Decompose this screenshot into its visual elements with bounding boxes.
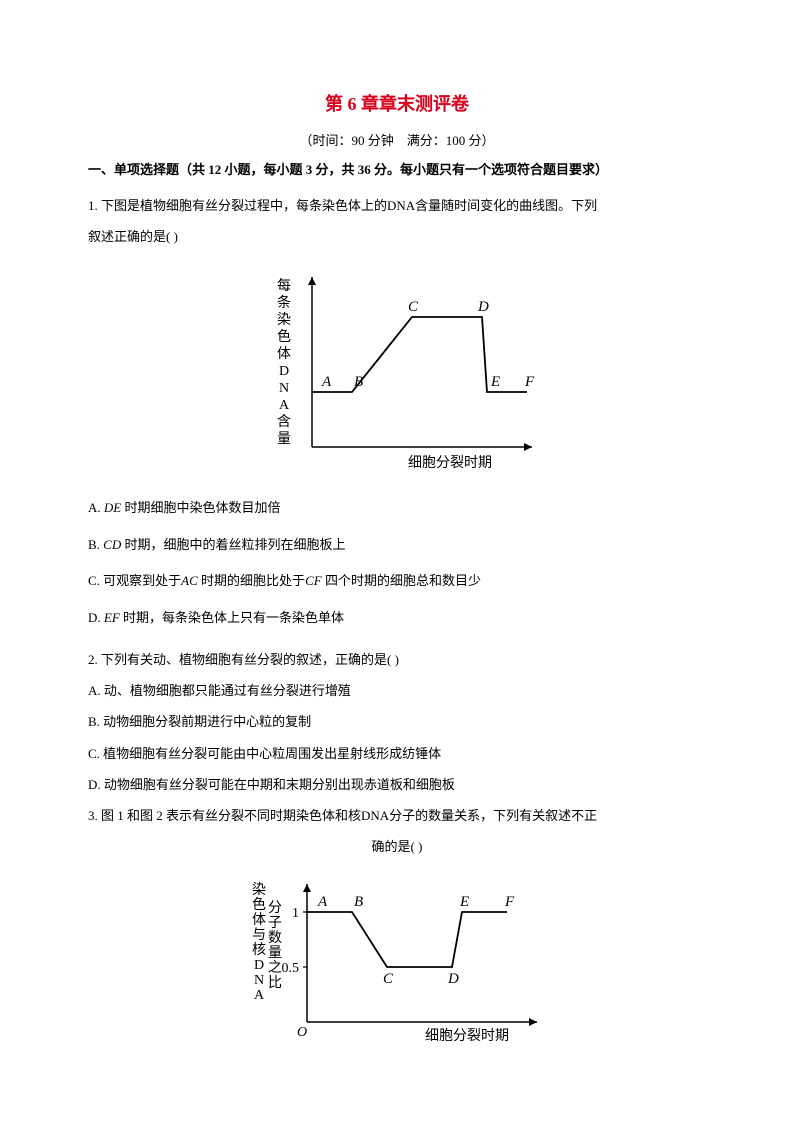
svg-text:细胞分裂时期: 细胞分裂时期	[408, 455, 492, 471]
q1-d-prefix: D.	[88, 610, 104, 625]
svg-text:F: F	[504, 894, 515, 910]
svg-text:F: F	[524, 374, 535, 390]
q1-option-c: C. 可观察到处于AC 时期的细胞比处于CF 四个时期的细胞总和数目少	[88, 563, 706, 599]
q3-stem-line1: 3. 图 1 和图 2 表示有丝分裂不同时期染色体和核DNA分子的数量关系，下列…	[88, 800, 706, 831]
svg-text:核: 核	[252, 942, 266, 958]
svg-text:分: 分	[268, 900, 282, 916]
svg-text:比: 比	[268, 975, 282, 991]
q1-a-prefix: A.	[88, 500, 104, 515]
q2-option-c: C. 植物细胞有丝分裂可能由中心粒周围发出星射线形成纺锤体	[88, 738, 706, 769]
q1-c-em1: AC	[181, 573, 198, 588]
q1-option-b: B. CD 时期，细胞中的着丝粒排列在细胞板上	[88, 527, 706, 563]
svg-text:量: 量	[268, 945, 282, 961]
question-1: 1. 下图是植物细胞有丝分裂过程中，每条染色体上的DNA含量随时间变化的曲线图。…	[88, 190, 706, 252]
q2-option-b: B. 动物细胞分裂前期进行中心粒的复制	[88, 706, 706, 737]
q1-chart: 每条染色体DNA含量细胞分裂时期ABCDEF	[257, 262, 537, 472]
q2-option-d: D. 动物细胞有丝分裂可能在中期和末期分别出现赤道板和细胞板	[88, 769, 706, 800]
title-text: 第 6 章章末测评卷	[325, 94, 469, 114]
svg-text:A: A	[317, 894, 328, 910]
svg-text:D: D	[447, 971, 459, 987]
svg-text:C: C	[383, 971, 394, 987]
page-title: 第 6 章章末测评卷	[88, 90, 706, 116]
q2-option-a: A. 动、植物细胞都只能通过有丝分裂进行增殖	[88, 675, 706, 706]
q1-c-rest: 四个时期的细胞总和数目少	[322, 573, 481, 588]
q1-stem-line2: 叙述正确的是( )	[88, 221, 706, 252]
svg-text:量: 量	[277, 431, 291, 447]
svg-text:D: D	[279, 364, 289, 379]
svg-text:1: 1	[292, 906, 299, 921]
q1-a-em: DE	[104, 500, 121, 515]
section-1-header-text: 一、单项选择题（共 12 小题，每小题 3 分，共 36 分。每小题只有一个选项…	[88, 162, 608, 177]
q1-option-d: D. EF 时期，每条染色体上只有一条染色单体	[88, 600, 706, 636]
svg-text:D: D	[254, 958, 264, 973]
q1-c-em2: CF	[305, 573, 322, 588]
svg-text:每: 每	[277, 278, 291, 294]
svg-text:体: 体	[252, 912, 266, 928]
page-subtitle: （时间：90 分钟 满分：100 分）	[88, 130, 706, 149]
q3-stem-line2: 确的是( )	[88, 831, 706, 862]
q3-chart-container: 10.5O染色体与核DNA分子数量之比细胞分裂时期ABCDEF	[88, 872, 706, 1056]
svg-text:与: 与	[252, 927, 266, 943]
q1-chart-container: 每条染色体DNA含量细胞分裂时期ABCDEF	[88, 262, 706, 476]
svg-text:含: 含	[277, 414, 291, 430]
svg-text:D: D	[477, 299, 489, 315]
svg-text:A: A	[254, 988, 265, 1003]
q1-b-prefix: B.	[88, 537, 103, 552]
q1-d-em: EF	[104, 610, 120, 625]
svg-text:0.5: 0.5	[282, 961, 300, 976]
q1-d-rest: 时期，每条染色体上只有一条染色单体	[120, 610, 344, 625]
q1-c-mid: 时期的细胞比处于	[198, 573, 305, 588]
svg-text:A: A	[321, 374, 332, 390]
svg-text:数: 数	[268, 930, 282, 946]
svg-text:条: 条	[277, 294, 291, 311]
svg-text:E: E	[459, 894, 469, 910]
svg-text:之: 之	[268, 960, 282, 976]
svg-text:B: B	[354, 894, 363, 910]
svg-text:N: N	[254, 973, 264, 988]
svg-text:O: O	[297, 1025, 307, 1040]
q3-chart: 10.5O染色体与核DNA分子数量之比细胞分裂时期ABCDEF	[247, 872, 547, 1052]
svg-text:E: E	[490, 374, 500, 390]
svg-text:染: 染	[252, 882, 266, 898]
svg-text:子: 子	[268, 915, 282, 931]
svg-text:C: C	[408, 299, 419, 315]
svg-text:A: A	[279, 398, 290, 413]
svg-text:N: N	[279, 381, 289, 396]
q2-stem: 2. 下列有关动、植物细胞有丝分裂的叙述，正确的是( )	[88, 644, 706, 675]
svg-text:细胞分裂时期: 细胞分裂时期	[425, 1028, 509, 1044]
svg-text:体: 体	[277, 346, 291, 362]
q1-b-em: CD	[103, 537, 121, 552]
q1-c-prefix: C. 可观察到处于	[88, 573, 181, 588]
q1-stem-line1: 1. 下图是植物细胞有丝分裂过程中，每条染色体上的DNA含量随时间变化的曲线图。…	[88, 190, 706, 221]
svg-text:B: B	[354, 374, 363, 390]
q1-a-rest: 时期细胞中染色体数目加倍	[121, 500, 280, 515]
svg-text:色: 色	[252, 896, 266, 913]
section-1-header: 一、单项选择题（共 12 小题，每小题 3 分，共 36 分。每小题只有一个选项…	[88, 159, 706, 178]
q1-option-a: A. DE 时期细胞中染色体数目加倍	[88, 490, 706, 526]
subtitle-text: （时间：90 分钟 满分：100 分）	[299, 133, 494, 148]
svg-text:色: 色	[277, 328, 291, 345]
q1-b-rest: 时期，细胞中的着丝粒排列在细胞板上	[121, 537, 345, 552]
svg-text:染: 染	[277, 312, 291, 328]
